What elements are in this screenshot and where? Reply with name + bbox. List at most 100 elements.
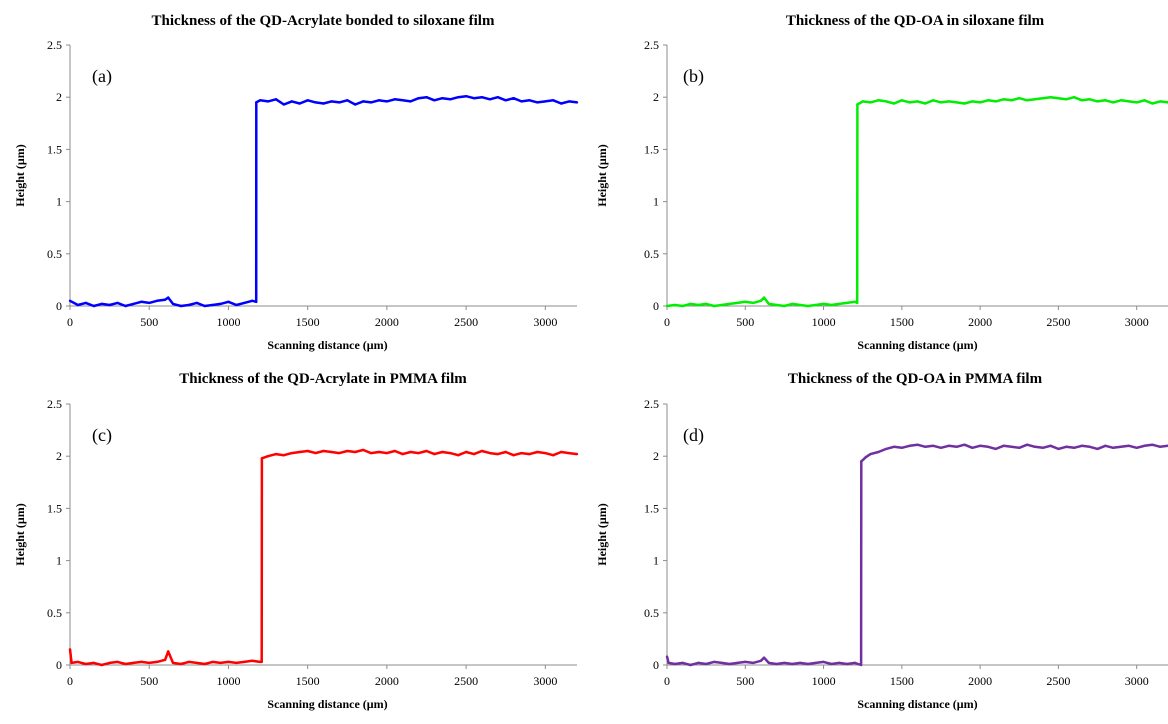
data-point — [1151, 443, 1154, 446]
data-point — [401, 452, 404, 456]
data-point — [955, 445, 958, 448]
data-point — [76, 303, 80, 307]
data-point — [963, 443, 966, 446]
data-point — [266, 100, 270, 103]
data-point — [163, 298, 167, 301]
data-point — [1135, 446, 1138, 449]
y-axis-label: Height (μm) — [595, 503, 609, 565]
x-axis-label: Scanning distance (μm) — [857, 338, 977, 352]
y-tick-label: 2.5 — [644, 397, 659, 411]
data-point — [1065, 98, 1068, 101]
y-tick-label: 1 — [653, 554, 659, 568]
data-point — [814, 303, 817, 307]
x-tick-label: 500 — [140, 674, 158, 688]
y-tick-label: 0 — [653, 658, 659, 672]
data-point — [314, 101, 317, 104]
x-tick-label: 1500 — [890, 674, 914, 688]
data-point — [783, 304, 786, 308]
data-point — [203, 304, 206, 308]
data-point — [1104, 444, 1107, 447]
data-point — [736, 661, 739, 665]
x-tick-label: 1000 — [812, 315, 836, 329]
data-point — [767, 661, 770, 665]
data-point — [1033, 445, 1037, 448]
y-tick-label: 0 — [653, 299, 659, 313]
data-point — [892, 445, 896, 448]
data-point — [354, 103, 357, 106]
data-point — [255, 101, 258, 104]
data-point — [84, 301, 88, 305]
data-point — [544, 451, 547, 455]
data-point — [472, 452, 476, 456]
data-point — [255, 300, 258, 303]
data-point — [762, 656, 766, 659]
data-point — [1018, 446, 1021, 449]
data-point — [338, 101, 341, 104]
data-point — [806, 662, 810, 666]
x-tick-label: 2000 — [375, 674, 399, 688]
data-point — [92, 661, 96, 665]
data-point — [504, 99, 507, 102]
data-point — [971, 446, 974, 449]
x-tick-label: 2500 — [454, 674, 478, 688]
data-point — [369, 101, 373, 104]
data-point — [762, 296, 766, 299]
data-point — [227, 300, 230, 303]
data-point — [861, 100, 864, 103]
data-point — [68, 648, 72, 651]
data-point — [266, 455, 270, 458]
y-tick-label: 1.5 — [644, 501, 659, 515]
x-tick-label: 2500 — [1046, 315, 1070, 329]
data-point — [892, 102, 896, 105]
data-point — [947, 444, 950, 447]
data-point — [1072, 446, 1076, 449]
data-point — [496, 452, 499, 456]
data-point — [417, 451, 420, 455]
data-point — [838, 302, 841, 306]
x-tick-label: 2000 — [968, 315, 992, 329]
data-point — [744, 660, 747, 664]
data-point — [330, 100, 333, 103]
data-point — [167, 650, 170, 653]
data-point — [195, 301, 198, 305]
data-point — [673, 303, 676, 307]
data-point — [116, 301, 119, 305]
data-point — [947, 100, 950, 103]
data-point — [472, 97, 476, 100]
data-point — [1025, 443, 1029, 446]
x-tick-label: 3000 — [1125, 315, 1149, 329]
data-point — [512, 97, 515, 100]
data-point — [575, 101, 579, 104]
data-point — [971, 100, 974, 103]
data-point — [1002, 444, 1005, 447]
data-point — [697, 661, 700, 665]
y-tick-label: 1.5 — [644, 142, 659, 156]
data-point — [124, 304, 127, 308]
data-point — [346, 449, 349, 453]
data-point — [243, 301, 246, 305]
data-point — [108, 303, 111, 307]
data-point — [464, 95, 468, 98]
data-point — [346, 99, 349, 102]
data-point — [140, 300, 143, 303]
data-point — [203, 662, 206, 666]
data-point — [306, 449, 309, 453]
data-point — [1119, 445, 1123, 448]
data-point — [393, 449, 396, 453]
x-axis-label: Scanning distance (μm) — [267, 338, 387, 352]
data-point — [1049, 444, 1052, 447]
data-point — [1010, 99, 1013, 102]
data-point — [385, 100, 389, 103]
data-point — [575, 452, 579, 456]
data-point — [544, 100, 547, 103]
data-point — [409, 100, 412, 103]
data-point — [449, 451, 452, 455]
data-point — [377, 99, 381, 102]
x-tick-label: 500 — [736, 315, 754, 329]
data-point — [338, 451, 341, 455]
data-point — [681, 304, 684, 308]
data-point — [433, 99, 436, 102]
data-point — [167, 296, 170, 299]
data-point — [860, 460, 863, 463]
